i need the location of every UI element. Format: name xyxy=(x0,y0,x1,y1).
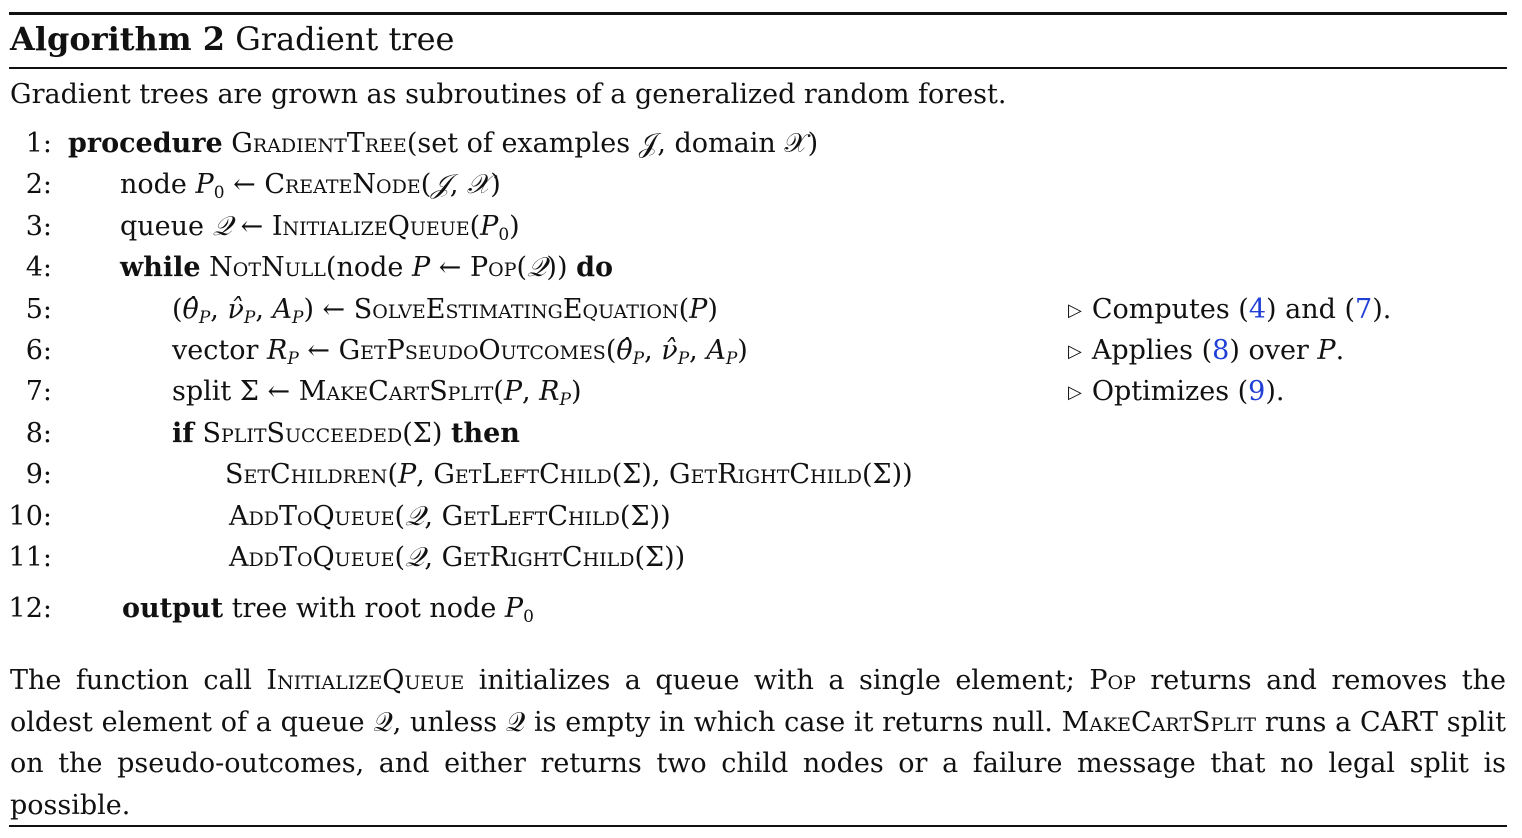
function-name: GradientTree xyxy=(231,128,407,159)
equation-reference-link[interactable]: 8 xyxy=(1212,335,1230,366)
line-number: 11: xyxy=(8,542,52,573)
plain-text: split xyxy=(172,376,232,407)
line-code: while NotNull(node P ← Pop(𝒬)) do xyxy=(120,252,613,283)
argument-text: set of examples 𝒥, domain 𝒳 xyxy=(417,128,808,159)
line-number: 12: xyxy=(8,593,52,624)
line-code: queue 𝒬 ← InitializeQueue(P0) xyxy=(120,211,520,245)
line-comment: ▷ Applies (8) over P. xyxy=(1068,335,1345,366)
line-number: 9: xyxy=(25,459,52,490)
line-code: split Σ ← MakeCartSplit(P, RP) xyxy=(172,376,582,410)
algorithm-name: Gradient tree xyxy=(235,20,455,58)
line-code: procedure GradientTree(set of examples 𝒥… xyxy=(68,128,819,159)
algorithm-caption: Gradient trees are grown as subroutines … xyxy=(10,79,1007,110)
function-name: SolveEstimatingEquation xyxy=(353,294,679,325)
line-number: 8: xyxy=(25,418,52,449)
comment-triangle-icon: ▷ xyxy=(1068,300,1082,321)
line-number: 4: xyxy=(25,252,52,283)
function-name: CreateNode xyxy=(264,169,421,200)
function-name: GetRightChild xyxy=(669,459,862,490)
equation-reference-link[interactable]: 9 xyxy=(1248,376,1266,407)
function-name: SplitSucceeded xyxy=(202,418,403,449)
function-name: MakeCartSplit xyxy=(298,376,494,407)
line-code: AddToQueue(𝒬, GetRightChild(Σ)) xyxy=(229,542,686,573)
line-number: 2: xyxy=(25,169,52,200)
bottom-rule xyxy=(9,825,1507,827)
line-number: 5: xyxy=(25,294,52,325)
line-code: output tree with root node P0 xyxy=(122,593,534,627)
keyword: if xyxy=(172,418,194,449)
function-name: GetPseudoOutcomes xyxy=(338,335,606,366)
top-rule xyxy=(9,12,1507,15)
plain-text: node xyxy=(336,252,404,283)
function-name: Pop xyxy=(1089,665,1136,696)
function-name: NotNull xyxy=(209,252,326,283)
keyword: while xyxy=(120,252,201,283)
line-code: node P0 ← CreateNode(𝒥, 𝒳) xyxy=(120,169,501,203)
title-rule xyxy=(9,67,1507,69)
keyword: procedure xyxy=(68,128,223,159)
function-name: SetChildren xyxy=(225,459,388,490)
equation-reference-link[interactable]: 7 xyxy=(1355,294,1373,325)
line-number: 1: xyxy=(25,128,52,159)
line-number: 10: xyxy=(8,501,52,532)
equation-reference-link[interactable]: 4 xyxy=(1248,294,1267,325)
line-number: 6: xyxy=(25,335,52,366)
line-comment: ▷ Optimizes (9). xyxy=(1068,376,1285,407)
function-name: AddToQueue xyxy=(229,542,395,573)
plain-text: vector xyxy=(172,335,259,366)
line-comment: ▷ Computes (4) and (7). xyxy=(1068,294,1392,325)
line-code: AddToQueue(𝒬, GetLeftChild(Σ)) xyxy=(229,501,671,532)
plain-text: queue xyxy=(120,211,205,242)
function-name: GetLeftChild xyxy=(433,459,612,490)
function-name: GetLeftChild xyxy=(441,501,620,532)
function-name: GetRightChild xyxy=(441,542,635,573)
line-code: if SplitSucceeded(Σ) then xyxy=(172,418,520,449)
function-name: InitializeQueue xyxy=(271,211,470,242)
function-name: MakeCartSplit xyxy=(1061,706,1257,738)
keyword: output xyxy=(122,593,224,624)
plain-text: tree with root node xyxy=(231,593,497,624)
line-code: SetChildren(P, GetLeftChild(Σ), GetRight… xyxy=(225,459,913,490)
function-name: InitializeQueue xyxy=(266,665,465,696)
keyword: then xyxy=(450,418,520,449)
algorithm-title: Algorithm 2 Gradient tree xyxy=(10,14,454,64)
plain-text: node xyxy=(120,169,187,200)
line-code: vector RP ← GetPseudoOutcomes(θ̂P, ν̂P, … xyxy=(172,335,748,369)
line-code: (θ̂P, ν̂P, AP) ← SolveEstimatingEquation… xyxy=(172,294,718,328)
line-number: 3: xyxy=(25,211,52,242)
comment-triangle-icon: ▷ xyxy=(1068,382,1082,403)
comment-triangle-icon: ▷ xyxy=(1068,341,1082,362)
keyword: do xyxy=(576,252,613,283)
algorithm-label: Algorithm 2 xyxy=(10,20,226,58)
explanation-paragraph: The function call InitializeQueue initia… xyxy=(10,665,1507,821)
function-name: Pop xyxy=(469,252,517,283)
function-name: AddToQueue xyxy=(229,501,395,532)
line-number: 7: xyxy=(25,376,52,407)
